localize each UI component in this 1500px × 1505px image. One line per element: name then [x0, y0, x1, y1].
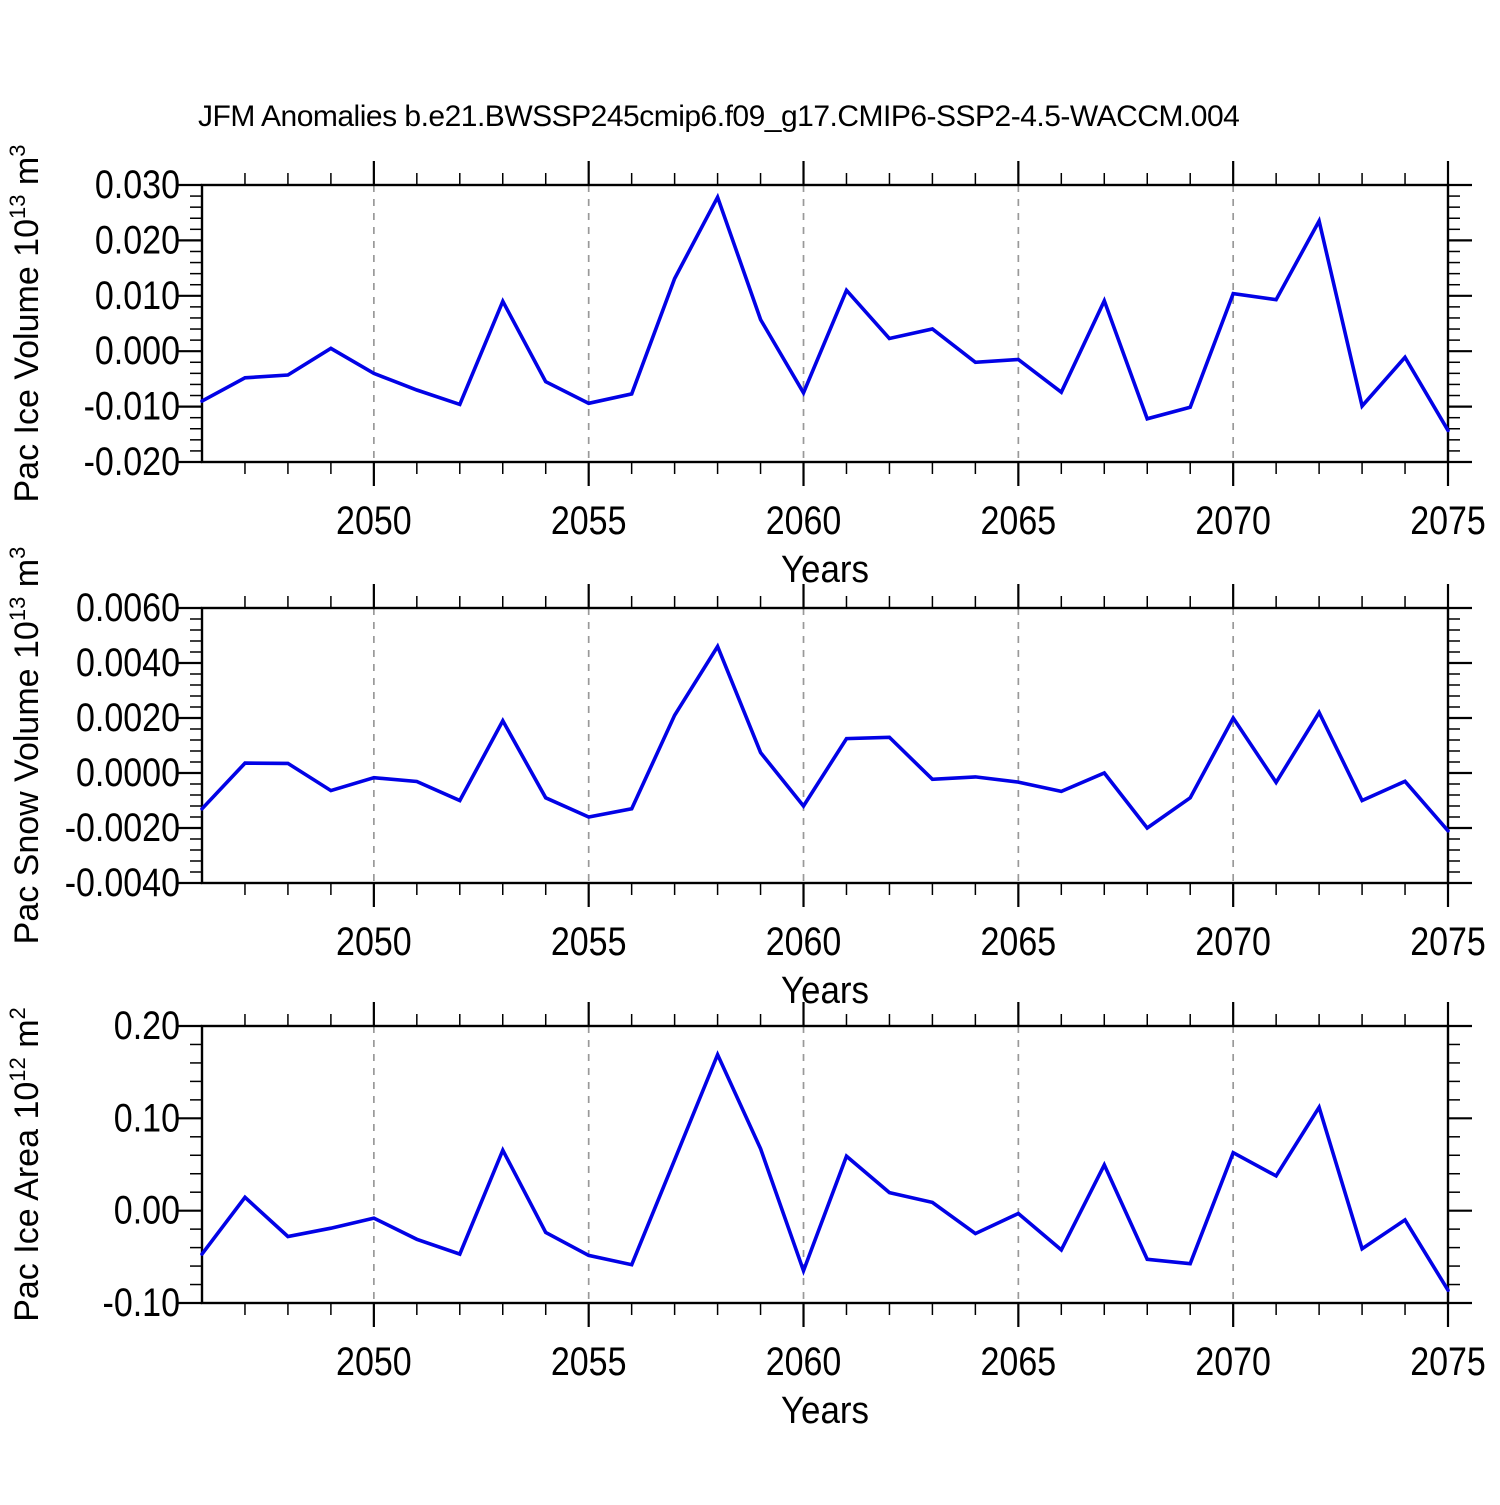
chart-pac-ice-volume: 0.030 0.020 0.010 0.000 -0.010 -0.020 2050 2055… [5, 144, 1486, 591]
gridlines [373, 608, 1235, 883]
series-line [200, 642, 1450, 833]
y-tick-label: 0.10 [114, 1096, 180, 1140]
x-tick-label: 2050 [336, 499, 412, 543]
y-tick-label: 0.0060 [76, 586, 180, 630]
x-tick-label: 2070 [1195, 1340, 1271, 1384]
x-tick-label: 2065 [981, 499, 1057, 543]
gridlines [373, 185, 1235, 462]
x-tick-label: 2060 [766, 1340, 842, 1384]
axis-frame [200, 183, 1450, 464]
x-tick-label: 2065 [981, 1340, 1057, 1384]
x-axis-ticks [244, 161, 1450, 486]
y-axis-ticks [178, 606, 1472, 885]
axis-frame [200, 1024, 1450, 1305]
x-tick-label: 2060 [766, 920, 842, 964]
y-tick-label: 0.000 [95, 329, 180, 373]
x-axis-title: Years [781, 970, 869, 1012]
y-tick-label: 0.00 [114, 1189, 180, 1233]
x-tick-label: 2070 [1195, 499, 1271, 543]
x-tick-label: 2065 [981, 920, 1057, 964]
y-tick-label: 0.0020 [76, 696, 180, 740]
axis-frame [200, 606, 1450, 885]
y-tick-label: 0.0040 [76, 641, 180, 685]
y-tick-label: 0.030 [95, 163, 180, 207]
y-axis-ticks [178, 1024, 1472, 1305]
x-tick-label: 2075 [1410, 920, 1486, 964]
y-tick-label: -0.010 [84, 385, 180, 429]
x-tick-label: 2075 [1410, 499, 1486, 543]
x-tick-label: 2050 [336, 920, 412, 964]
x-tick-label: 2055 [551, 920, 627, 964]
chart-pac-ice-area: 0.20 0.10 0.00 -0.10 2050 2055 2060 2065 2070 207… [5, 1002, 1486, 1432]
y-axis-title: Pac Snow Volume 1013 m3 [5, 547, 46, 945]
y-tick-label: -0.0040 [65, 861, 180, 905]
x-tick-label: 2050 [336, 1340, 412, 1384]
x-axis-ticks [244, 584, 1450, 907]
y-tick-label: 0.0000 [76, 751, 180, 795]
y-axis-title: Pac Ice Volume 1013 m3 [5, 144, 46, 502]
x-tick-label: 2055 [551, 499, 627, 543]
y-tick-label: -0.0020 [65, 806, 180, 850]
y-tick-label: 0.020 [95, 218, 180, 262]
x-axis-ticks [244, 1002, 1450, 1327]
x-tick-label: 2075 [1410, 1340, 1486, 1384]
y-axis-ticks [178, 183, 1472, 464]
x-tick-label: 2070 [1195, 920, 1271, 964]
x-tick-label: 2055 [551, 1340, 627, 1384]
y-tick-label: 0.20 [114, 1004, 180, 1048]
x-axis-title: Years [781, 1390, 869, 1432]
y-tick-label: -0.10 [103, 1281, 181, 1325]
chart-pac-snow-volume: 0.0060 0.0040 0.0020 0.0000 -0.0020 -0.0040 20… [5, 547, 1486, 1012]
x-tick-label: 2060 [766, 499, 842, 543]
y-axis-title: Pac Ice Area 1012 m2 [5, 1007, 46, 1322]
series-line [200, 1050, 1450, 1292]
x-axis-title: Years [781, 549, 869, 591]
y-tick-label: 0.010 [95, 274, 180, 318]
y-tick-label: -0.020 [84, 440, 180, 484]
page-title: JFM Anomalies b.e21.BWSSP245cmip6.f09_g1… [198, 100, 1240, 133]
series-line [200, 192, 1450, 433]
